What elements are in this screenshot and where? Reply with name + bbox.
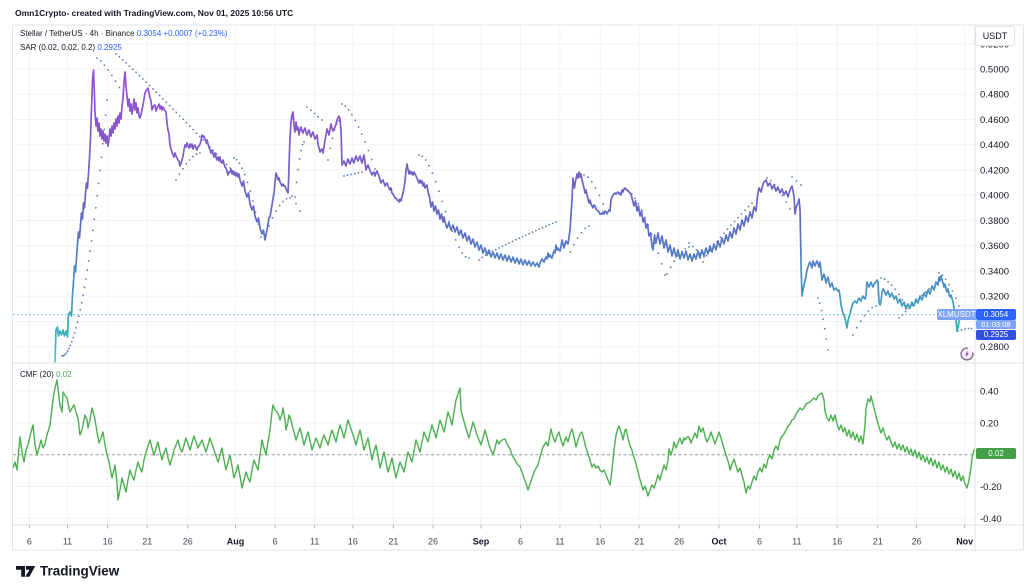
svg-text:11: 11 (792, 537, 801, 547)
svg-text:Nov: Nov (956, 537, 973, 547)
svg-text:0.4600: 0.4600 (980, 115, 1009, 126)
svg-text:21: 21 (388, 537, 398, 547)
svg-text:Oct: Oct (711, 537, 726, 547)
svg-text:0.3200: 0.3200 (980, 292, 1009, 303)
svg-text:0.4400: 0.4400 (980, 140, 1009, 151)
svg-text:6: 6 (27, 537, 32, 547)
svg-text:26: 26 (912, 537, 922, 547)
svg-text:11: 11 (555, 537, 564, 547)
svg-text:6: 6 (273, 537, 278, 547)
svg-text:16: 16 (348, 537, 358, 547)
svg-text:26: 26 (674, 537, 684, 547)
svg-text:TradingView: TradingView (40, 564, 120, 579)
svg-text:11: 11 (310, 537, 319, 547)
svg-text:0.40: 0.40 (980, 387, 999, 398)
svg-text:26: 26 (428, 537, 438, 547)
svg-text:0.5000: 0.5000 (980, 65, 1009, 76)
svg-text:16: 16 (832, 537, 842, 547)
svg-text:0.3400: 0.3400 (980, 267, 1009, 278)
svg-text:0.4800: 0.4800 (980, 90, 1009, 101)
svg-text:6: 6 (518, 537, 523, 547)
svg-text:0.20: 0.20 (980, 418, 999, 429)
svg-text:Aug: Aug (227, 537, 245, 547)
svg-text:16: 16 (595, 537, 605, 547)
svg-text:6: 6 (757, 537, 762, 547)
svg-text:Sep: Sep (473, 537, 490, 547)
svg-text:11: 11 (63, 537, 72, 547)
svg-text:0.4200: 0.4200 (980, 166, 1009, 177)
svg-text:0.2800: 0.2800 (980, 342, 1009, 353)
svg-text:26: 26 (183, 537, 193, 547)
svg-text:0.3600: 0.3600 (980, 241, 1009, 252)
svg-text:0.3800: 0.3800 (980, 216, 1009, 227)
svg-text:21: 21 (634, 537, 644, 547)
svg-text:16: 16 (103, 537, 113, 547)
svg-text:21: 21 (873, 537, 883, 547)
svg-text:0.4000: 0.4000 (980, 191, 1009, 202)
svg-text:21: 21 (142, 537, 152, 547)
svg-text:-0.20: -0.20 (980, 482, 1002, 493)
svg-text:-0.40: -0.40 (980, 514, 1002, 525)
